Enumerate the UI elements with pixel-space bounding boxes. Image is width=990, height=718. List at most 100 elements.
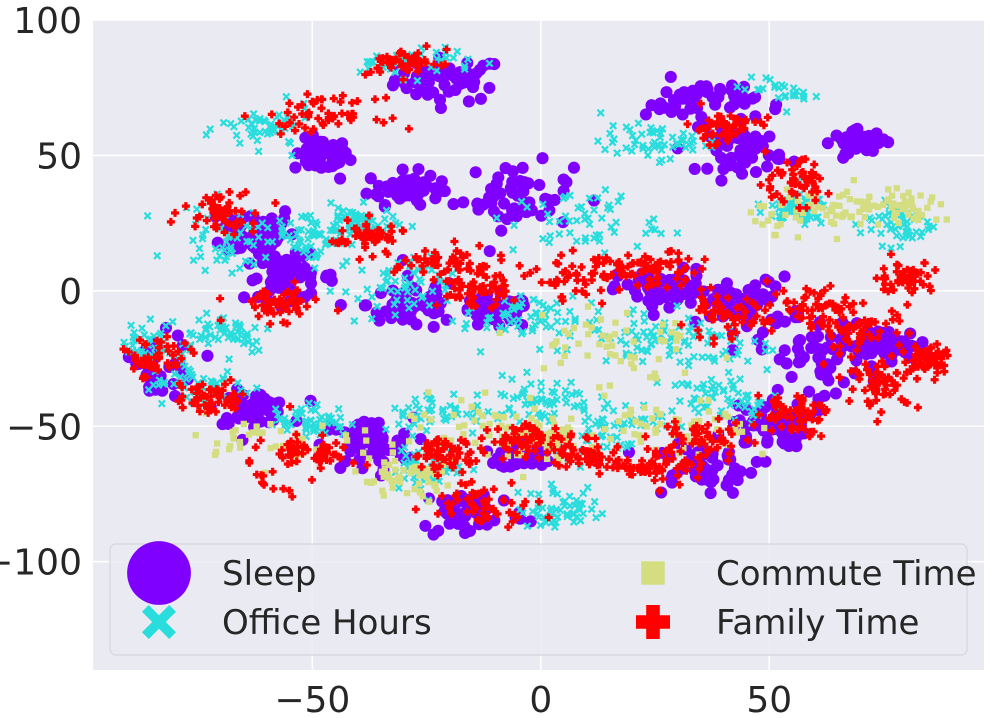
commute-time-point xyxy=(425,478,432,486)
commute-time-point xyxy=(623,327,630,334)
office-hours-point xyxy=(254,346,263,355)
y-tick-label: 50 xyxy=(36,136,82,177)
office-hours-point xyxy=(286,218,295,227)
sleep-point xyxy=(756,326,769,339)
commute-time-point xyxy=(756,202,763,210)
office-hours-point xyxy=(222,323,231,332)
office-hours-point xyxy=(254,233,263,242)
office-hours-point xyxy=(221,256,230,265)
office-hours-point xyxy=(553,346,562,355)
office-hours-point xyxy=(428,287,437,296)
office-hours-point xyxy=(195,244,204,253)
office-hours-point xyxy=(392,296,401,305)
sleep-point xyxy=(829,387,842,400)
commute-time-point xyxy=(496,329,503,337)
office-hours-point xyxy=(263,223,272,232)
commute-time-point xyxy=(479,422,486,430)
commute-time-point xyxy=(908,195,915,202)
commute-time-point xyxy=(627,411,634,418)
office-hours-point xyxy=(153,251,162,260)
sleep-point xyxy=(391,189,404,202)
commute-time-point xyxy=(850,177,857,184)
office-hours-point xyxy=(571,317,580,326)
commute-time-point xyxy=(830,220,838,227)
office-hours-point xyxy=(516,302,525,311)
commute-time-point xyxy=(543,455,551,462)
office-hours-point xyxy=(535,298,544,307)
sleep-point xyxy=(428,306,441,319)
sleep-point xyxy=(749,110,762,123)
office-hours-point xyxy=(376,283,385,292)
commute-time-point xyxy=(900,192,907,200)
x-tick-label: 0 xyxy=(529,680,552,718)
commute-time-point xyxy=(455,423,463,430)
sleep-point xyxy=(815,368,828,381)
x-tick-label: 50 xyxy=(746,680,792,718)
commute-time-point xyxy=(874,221,882,228)
sleep-point xyxy=(246,274,259,287)
commute-time-point xyxy=(628,360,635,367)
office-hours-point xyxy=(225,355,234,364)
sleep-point xyxy=(279,205,292,218)
sleep-point xyxy=(368,426,381,439)
office-hours-point xyxy=(285,231,294,240)
office-hours-point xyxy=(304,235,313,244)
sleep-point xyxy=(330,143,343,156)
legend: Sleep Office Hours Commute Time Family Time xyxy=(109,541,977,656)
sleep-point xyxy=(298,261,311,274)
x-tick-label: −50 xyxy=(274,680,350,718)
office-hours-point xyxy=(629,319,638,328)
office-hours-point xyxy=(432,48,441,57)
scatter-points xyxy=(119,42,952,541)
legend-marker-commute-time xyxy=(641,561,665,585)
commute-time-point xyxy=(917,192,924,199)
sleep-point xyxy=(772,148,786,161)
office-hours-point xyxy=(400,274,409,283)
commute-time-point xyxy=(428,416,435,423)
office-hours-point xyxy=(350,316,359,325)
office-hours-point xyxy=(705,326,714,335)
office-hours-point xyxy=(531,308,540,317)
commute-time-point xyxy=(771,232,778,239)
commute-time-point xyxy=(637,420,645,427)
commute-time-point xyxy=(431,481,438,488)
legend-label-sleep: Sleep xyxy=(222,554,316,594)
office-hours-point xyxy=(202,130,211,139)
office-hours-point xyxy=(248,347,257,356)
sleep-point xyxy=(304,277,318,290)
commute-time-point xyxy=(759,221,766,228)
commute-time-point xyxy=(482,389,489,396)
commute-time-point xyxy=(458,397,465,404)
sleep-point xyxy=(262,404,275,418)
commute-time-point xyxy=(564,424,572,431)
sleep-point xyxy=(763,130,776,143)
sleep-point xyxy=(501,213,514,226)
sleep-point xyxy=(735,167,749,180)
sleep-point xyxy=(778,344,791,357)
commute-time-point xyxy=(597,316,605,323)
sleep-point xyxy=(725,84,738,97)
sleep-point xyxy=(722,473,735,486)
office-hours-point xyxy=(761,339,770,348)
commute-time-point xyxy=(236,438,244,446)
sleep-point xyxy=(466,81,480,94)
commute-time-point xyxy=(471,417,478,424)
office-hours-point xyxy=(442,53,451,62)
sleep-point xyxy=(510,210,523,223)
sleep-point xyxy=(731,474,744,487)
sleep-point xyxy=(427,86,440,99)
commute-time-point xyxy=(607,435,614,443)
office-hours-point xyxy=(484,314,493,323)
commute-time-point xyxy=(570,324,578,332)
sleep-point xyxy=(412,163,425,176)
commute-time-point xyxy=(599,332,606,339)
sleep-point xyxy=(749,279,762,292)
commute-time-point xyxy=(652,429,659,436)
sleep-point xyxy=(839,147,852,160)
office-hours-point xyxy=(640,309,649,318)
sleep-point xyxy=(743,148,756,161)
sleep-point xyxy=(485,182,498,195)
office-hours-point xyxy=(248,132,257,141)
office-hours-point xyxy=(304,253,313,262)
commute-time-point xyxy=(833,235,841,243)
